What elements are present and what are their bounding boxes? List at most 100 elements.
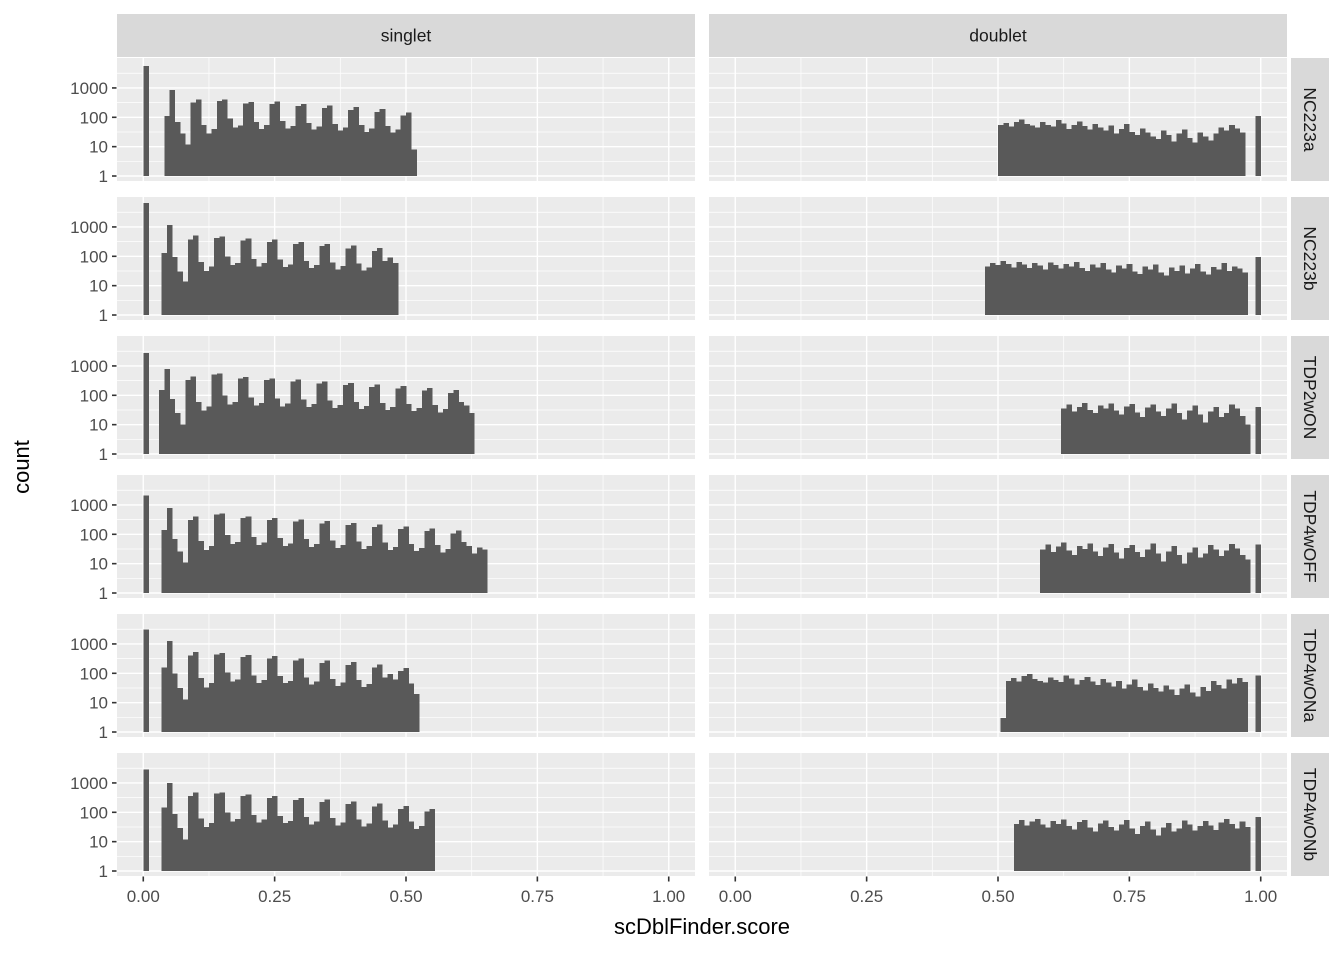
histogram-bar <box>392 679 399 733</box>
y-tick-label: 100 <box>80 247 108 266</box>
histogram-bar <box>264 124 270 177</box>
histogram-bar <box>1160 827 1167 872</box>
histogram-bar <box>342 384 349 455</box>
histogram-bar <box>1197 557 1204 594</box>
histogram-bar <box>274 398 281 455</box>
histogram-bar <box>1237 268 1243 316</box>
histogram-bar <box>1040 122 1046 177</box>
histogram-bar <box>392 546 399 594</box>
y-tick-label: 1000 <box>70 774 108 793</box>
histogram-bar <box>143 66 149 177</box>
histogram-bar <box>269 103 275 177</box>
histogram-bar <box>387 674 394 733</box>
histogram-bar <box>229 821 236 872</box>
histogram-bar <box>198 261 204 316</box>
y-tick-label: 1 <box>99 167 108 186</box>
histogram-bar <box>174 121 181 177</box>
histogram-bar <box>466 545 472 594</box>
histogram-bar <box>327 400 333 455</box>
histogram-bar <box>1171 545 1177 594</box>
histogram-bar <box>185 380 191 455</box>
histogram-bar <box>277 815 283 872</box>
histogram-bar <box>295 379 302 455</box>
histogram-bar <box>1076 545 1083 594</box>
histogram-bar <box>203 550 210 594</box>
histogram-bar <box>1181 129 1188 177</box>
histogram-bar <box>1176 412 1183 455</box>
histogram-bars <box>143 203 399 316</box>
histogram-bar <box>187 655 194 733</box>
histogram-bar <box>398 528 404 594</box>
histogram-bar <box>1063 675 1070 733</box>
histogram-bar <box>1079 680 1085 733</box>
histogram-bar <box>293 660 299 733</box>
histogram-bar <box>224 812 231 872</box>
histogram-bar <box>324 799 331 872</box>
histogram-bar <box>193 651 199 733</box>
histogram-bar <box>1134 551 1141 594</box>
histogram-bar <box>1181 419 1188 455</box>
histogram-bar <box>256 266 262 316</box>
histogram-bar <box>166 508 173 594</box>
histogram-bar <box>1034 818 1041 872</box>
histogram-bar <box>1158 691 1164 733</box>
histogram-bar <box>1166 551 1172 594</box>
histogram-bar <box>1216 684 1222 733</box>
y-tick-label: 1000 <box>70 496 108 515</box>
histogram-bar <box>214 238 220 316</box>
histogram-bar <box>1113 410 1120 455</box>
histogram-bar <box>1166 408 1172 455</box>
histogram-bar <box>406 404 412 455</box>
histogram-bar <box>256 822 262 872</box>
histogram-bar <box>237 378 244 455</box>
histogram-bar <box>1021 264 1028 316</box>
histogram-bar <box>1197 414 1204 455</box>
histogram-bar <box>319 662 325 733</box>
x-axis: 0.00 0.25 0.50 0.75 1.00 0.00 0.25 0.50 0.75 1.00 <box>127 876 1277 906</box>
histogram-bar <box>182 839 189 872</box>
x-tick-label: 0.25 <box>850 887 883 906</box>
histogram-bar <box>245 655 252 733</box>
histogram-bar <box>240 796 247 872</box>
strip-bg <box>117 14 695 57</box>
histogram-bar <box>272 517 278 594</box>
histogram-bar <box>384 410 391 455</box>
histogram-bar <box>222 395 228 455</box>
histogram-bar <box>1100 262 1107 316</box>
histogram-bar <box>1092 412 1099 455</box>
histogram-bar <box>1113 133 1120 177</box>
histogram-bar <box>1058 682 1064 733</box>
histogram-bar <box>1168 267 1175 316</box>
histogram-bar <box>1126 263 1133 316</box>
histogram-bar <box>427 387 433 455</box>
histogram-bar <box>1139 128 1146 177</box>
histogram-bar <box>161 252 168 316</box>
histogram-bar <box>177 551 183 594</box>
histogram-bar <box>306 122 312 177</box>
panel-TDP2wON-singlet <box>117 336 695 459</box>
histogram-bar <box>335 548 341 594</box>
histogram-bar <box>1176 828 1183 872</box>
histogram-bar <box>1082 820 1088 872</box>
histogram-bar <box>403 668 409 733</box>
histogram-bar <box>272 656 278 733</box>
histogram-bar <box>166 782 173 872</box>
histogram-bars <box>143 629 420 733</box>
strip-label: TDP4wONa <box>1300 629 1320 723</box>
histogram-bar <box>1218 127 1225 177</box>
histogram-bar <box>1061 542 1067 594</box>
histogram-bar <box>350 522 357 594</box>
histogram-bar <box>169 398 176 455</box>
histogram-bar <box>250 537 257 594</box>
histogram-bar <box>248 102 254 177</box>
histogram-bar <box>390 406 396 455</box>
histogram-bar <box>335 825 341 872</box>
histogram-bar <box>1011 267 1017 316</box>
histogram-bar <box>1150 829 1156 872</box>
histogram-bar <box>219 236 226 316</box>
y-tick-label: 10 <box>89 416 108 435</box>
histogram-bar <box>1145 407 1151 455</box>
histogram-bar <box>400 386 407 455</box>
histogram-bar <box>1097 823 1104 872</box>
histogram-bar <box>379 109 386 177</box>
